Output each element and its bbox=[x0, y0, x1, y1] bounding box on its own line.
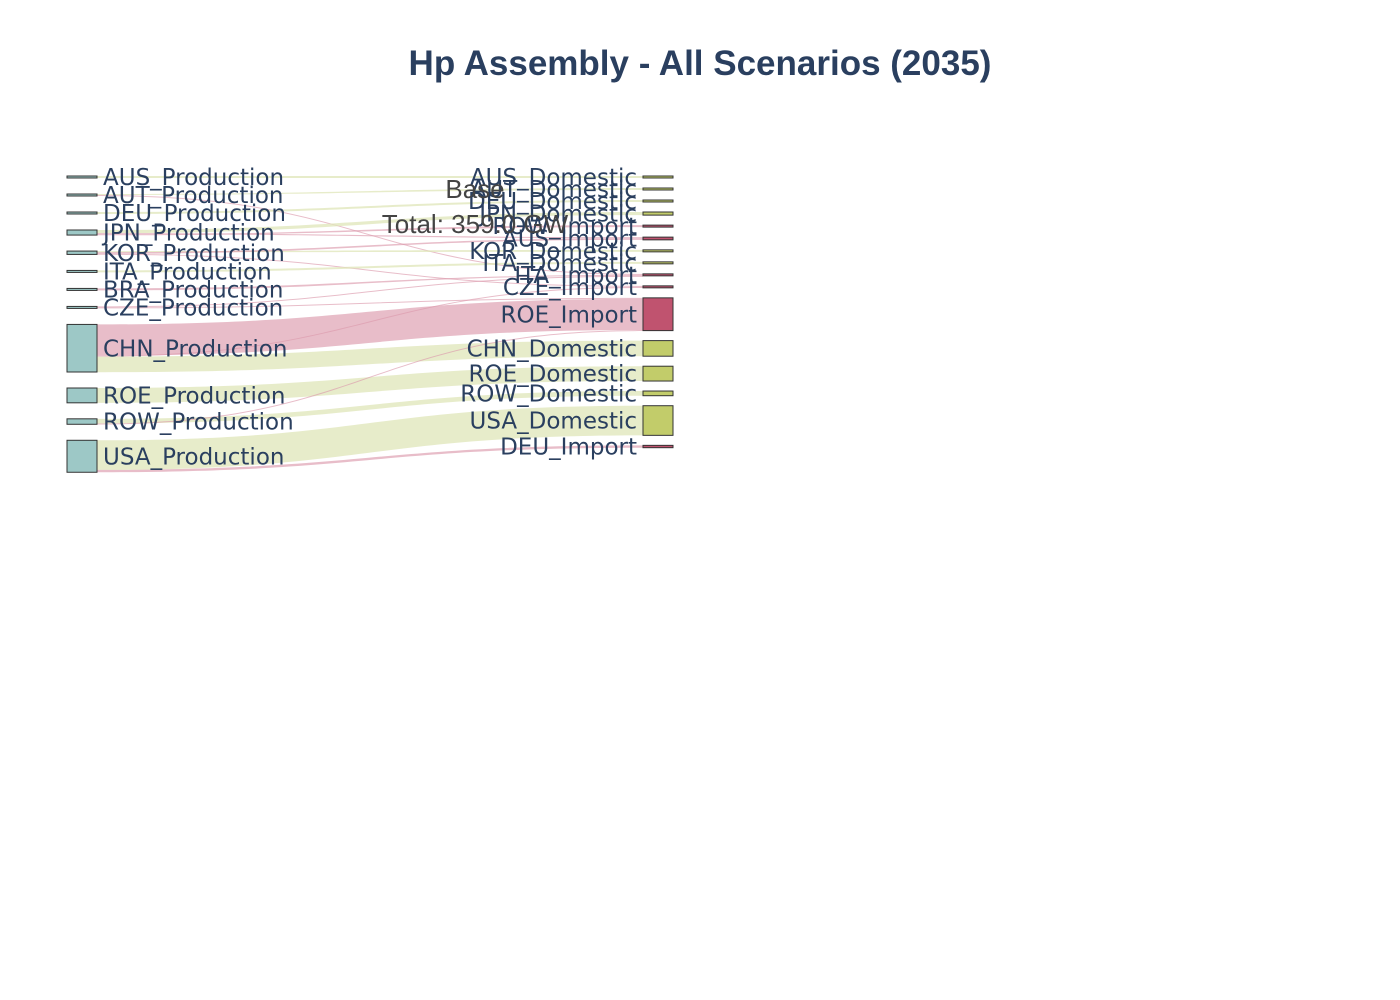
node-chn-production[interactable] bbox=[66, 323, 98, 373]
node-jpn-production[interactable] bbox=[66, 229, 98, 236]
node-deu-production[interactable] bbox=[66, 211, 98, 215]
node-label-ita-domestic: ITA_Domestic bbox=[482, 251, 637, 277]
scenario-annotation: Base bbox=[445, 174, 504, 204]
link-bra-production-to-ita-import[interactable] bbox=[97, 274, 643, 291]
node-usa-domestic[interactable] bbox=[642, 405, 674, 436]
node-label-chn-production: CHN_Production bbox=[103, 336, 287, 362]
node-roe-import[interactable] bbox=[642, 297, 674, 332]
node-ita-production[interactable] bbox=[66, 269, 98, 273]
link-kor-production-to-aus-import[interactable] bbox=[97, 238, 643, 254]
node-label-deu-domestic: DEU_Domestic bbox=[468, 189, 637, 215]
node-chn-domestic[interactable] bbox=[642, 340, 674, 357]
node-kor-production[interactable] bbox=[66, 250, 98, 255]
total-annotation: Total: 359.0 GW bbox=[382, 209, 569, 239]
node-aut-production[interactable] bbox=[66, 193, 98, 197]
node-label-aus-domestic: AUS_Domestic bbox=[470, 165, 637, 191]
node-label-aus-import: AUS_Import bbox=[502, 227, 637, 253]
sankey-labels: AUS_ProductionAUT_ProductionDEU_Producti… bbox=[101, 165, 637, 470]
link-jpn-production-to-jpn-domestic[interactable] bbox=[97, 212, 643, 234]
node-label-aus-production: AUS_Production bbox=[103, 165, 284, 191]
node-label-usa-domestic: USA_Domestic bbox=[470, 409, 637, 435]
sankey-nodes bbox=[66, 175, 674, 473]
node-label-roe-production: ROE_Production bbox=[103, 383, 285, 409]
link-usa-production-to-usa-domestic[interactable] bbox=[97, 405, 643, 470]
node-label-aut-production: AUT_Production bbox=[103, 183, 284, 209]
link-ita-production-to-ita-domestic[interactable] bbox=[97, 261, 643, 273]
node-label-deu-import: DEU_Import bbox=[500, 435, 637, 461]
sankey-links bbox=[97, 176, 643, 473]
node-cze-import[interactable] bbox=[642, 285, 674, 289]
node-bra-production[interactable] bbox=[66, 287, 98, 291]
node-label-roe-domestic: ROE_Domestic bbox=[469, 362, 638, 388]
node-aut-domestic[interactable] bbox=[642, 187, 674, 191]
node-jpn-domestic[interactable] bbox=[642, 211, 674, 216]
node-aus-import[interactable] bbox=[642, 236, 674, 241]
node-label-ita-import: ITA_Import bbox=[514, 263, 637, 289]
node-label-jpn-production: JPN_Production bbox=[101, 221, 275, 247]
node-deu-import[interactable] bbox=[642, 444, 674, 449]
link-row-production-to-row-domestic[interactable] bbox=[97, 391, 643, 424]
node-ita-import[interactable] bbox=[642, 273, 674, 277]
link-chn-production-to-chn-domestic[interactable] bbox=[97, 340, 643, 373]
node-label-kor-domestic: KOR_Domestic bbox=[469, 239, 637, 265]
chart-title: Hp Assembly - All Scenarios (2035) bbox=[408, 44, 992, 83]
node-ita-domestic[interactable] bbox=[642, 261, 674, 265]
link-kor-production-to-cze-import[interactable] bbox=[97, 253, 643, 287]
link-chn-production-to-cze-import[interactable] bbox=[97, 286, 643, 357]
node-aus-domestic[interactable] bbox=[642, 175, 674, 179]
node-row-domestic[interactable] bbox=[642, 390, 674, 397]
node-row-import[interactable] bbox=[642, 224, 674, 228]
link-aut-production-to-ita-import[interactable] bbox=[97, 195, 643, 275]
node-label-chn-domestic: CHN_Domestic bbox=[467, 336, 637, 362]
node-label-kor-production: KOR_Production bbox=[103, 241, 285, 267]
node-label-row-production: ROW_Production bbox=[103, 410, 294, 436]
link-chn-production-to-roe-import[interactable] bbox=[97, 298, 643, 356]
node-deu-domestic[interactable] bbox=[642, 199, 674, 203]
link-row-production-to-roe-import[interactable] bbox=[97, 330, 643, 425]
link-roe-production-to-roe-domestic[interactable] bbox=[97, 366, 643, 403]
node-label-aut-domestic: AUT_Domestic bbox=[471, 177, 638, 203]
link-deu-production-to-deu-domestic[interactable] bbox=[97, 200, 643, 214]
node-label-deu-production: DEU_Production bbox=[103, 201, 286, 227]
node-label-row-import: ROW_Import bbox=[492, 214, 637, 240]
link-usa-production-to-deu-import[interactable] bbox=[97, 445, 643, 473]
node-row-production[interactable] bbox=[66, 418, 98, 425]
link-aus-production-to-aus-domestic[interactable] bbox=[97, 176, 643, 178]
node-usa-production[interactable] bbox=[66, 439, 98, 473]
node-label-roe-import: ROE_Import bbox=[501, 302, 637, 328]
node-roe-production[interactable] bbox=[66, 387, 98, 404]
node-label-bra-production: BRA_Production bbox=[103, 277, 283, 303]
node-label-row-domestic: ROW_Domestic bbox=[460, 381, 637, 407]
node-label-cze-import: CZE_Import bbox=[503, 275, 637, 301]
node-kor-domestic[interactable] bbox=[642, 249, 674, 253]
node-roe-domestic[interactable] bbox=[642, 365, 674, 382]
link-aut-production-to-aut-domestic[interactable] bbox=[97, 188, 643, 195]
link-cze-production-to-ita-import[interactable] bbox=[97, 275, 643, 308]
node-label-cze-production: CZE_Production bbox=[103, 295, 283, 321]
node-label-ita-production: ITA_Production bbox=[103, 259, 272, 285]
node-label-usa-production: USA_Production bbox=[103, 444, 284, 470]
node-label-jpn-domestic: JPN_Domestic bbox=[477, 202, 637, 228]
node-aus-production[interactable] bbox=[66, 175, 98, 179]
node-cze-production[interactable] bbox=[66, 305, 98, 309]
link-cze-production-to-roe-import[interactable] bbox=[97, 297, 643, 309]
link-jpn-production-to-row-import[interactable] bbox=[97, 225, 643, 236]
